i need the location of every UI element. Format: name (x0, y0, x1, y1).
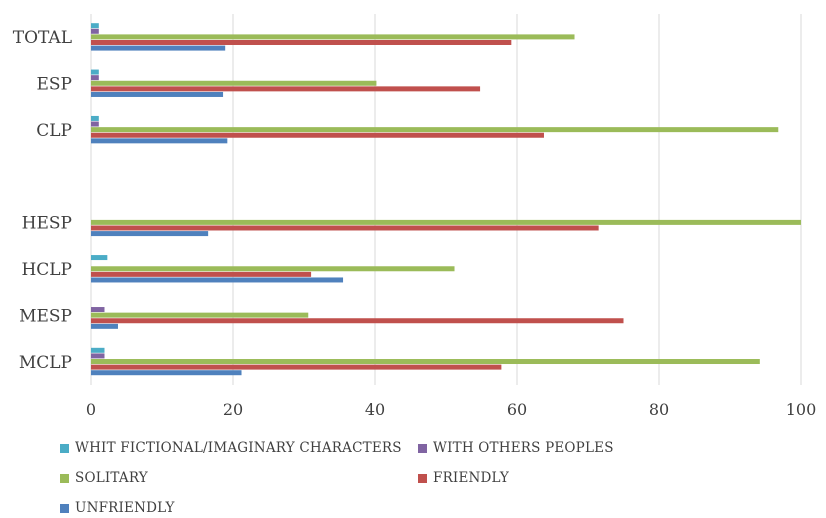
bar-hclp-0 (91, 277, 344, 283)
bar-mclp-3 (91, 353, 105, 359)
bar-total-3 (91, 28, 99, 34)
bar-mesp-1 (91, 318, 624, 324)
bar-mesp-2 (91, 312, 309, 318)
category-label-esp: ESP (37, 75, 73, 95)
bar-total-0 (91, 45, 226, 51)
bar-esp-1 (91, 86, 481, 92)
bar-clp-1 (91, 132, 544, 138)
bar-clp-2 (91, 127, 779, 133)
x-tick-label-60: 60 (507, 400, 527, 419)
category-label-hclp: HCLP (21, 260, 72, 280)
category-label-hesp: HESP (22, 214, 72, 234)
bar-hclp-1 (91, 271, 312, 277)
bar-mclp-1 (91, 364, 502, 370)
category-label-total: TOTAL (13, 28, 72, 48)
bar-total-1 (91, 39, 512, 45)
bar-mclp-2 (91, 359, 760, 365)
category-label-clp: CLP (36, 121, 72, 141)
bar-clp-4 (91, 115, 99, 121)
bar-clp-0 (91, 138, 228, 144)
bar-hesp-1 (91, 225, 599, 231)
x-tick-label-40: 40 (365, 400, 385, 419)
bar-total-2 (91, 34, 575, 40)
bar-hclp-2 (91, 266, 455, 272)
bar-esp-3 (91, 75, 99, 81)
bar-mesp-3 (91, 307, 105, 313)
bar-clp-3 (91, 121, 99, 127)
bar-esp-0 (91, 91, 224, 97)
x-tick-label-100: 100 (786, 400, 817, 419)
bar-esp-4 (91, 69, 99, 75)
bar-total-4 (91, 23, 99, 29)
bar-esp-2 (91, 80, 377, 86)
x-tick-label-80: 80 (649, 400, 669, 419)
bar-hclp-4 (91, 255, 108, 261)
bar-mclp-4 (91, 347, 105, 353)
bar-mclp-0 (91, 370, 242, 376)
bar-mesp-0 (91, 323, 118, 329)
category-label-mclp: MCLP (19, 353, 72, 373)
bar-hesp-2 (91, 219, 801, 225)
bar-hesp-0 (91, 231, 209, 237)
x-tick-label-20: 20 (223, 400, 243, 419)
category-label-mesp: MESP (19, 306, 72, 326)
x-tick-label-0: 0 (86, 400, 96, 419)
